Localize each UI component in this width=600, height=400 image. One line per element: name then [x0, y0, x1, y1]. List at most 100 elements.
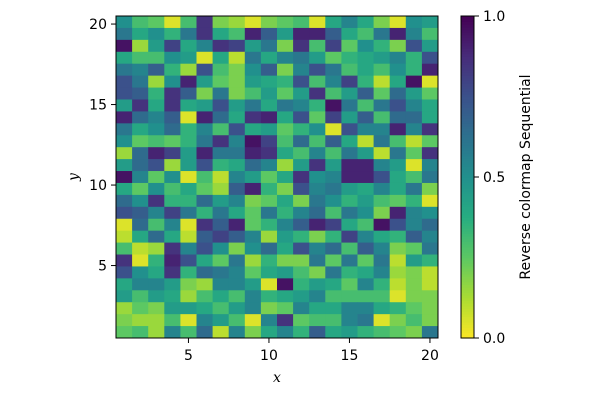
heatmap-cell	[244, 194, 262, 208]
heatmap-cell	[148, 16, 165, 29]
heatmap-cell	[180, 135, 197, 148]
heatmap-cell	[148, 63, 165, 77]
heatmap-cell	[212, 326, 230, 339]
heatmap-cell	[180, 16, 197, 29]
heatmap-cell	[196, 51, 214, 65]
heatmap-cell	[148, 230, 165, 244]
heatmap-cell	[132, 39, 149, 53]
heatmap-cell	[293, 27, 310, 41]
colorbar-segment	[461, 75, 474, 79]
heatmap-cell	[148, 51, 165, 65]
colorbar-segment	[461, 313, 474, 318]
heatmap-cell	[132, 159, 149, 172]
heatmap-cell	[357, 51, 375, 65]
heatmap-cell	[164, 182, 181, 196]
heatmap-cell	[116, 159, 133, 172]
heatmap-cell	[373, 27, 391, 41]
heatmap-cell	[132, 242, 149, 256]
heatmap-cell	[228, 135, 246, 148]
heatmap-cell	[244, 159, 262, 172]
heatmap-cell	[277, 254, 294, 267]
heatmap-cell	[228, 16, 246, 29]
heatmap-cell	[116, 290, 133, 303]
heatmap-cell	[180, 302, 197, 315]
heatmap-cell	[212, 290, 230, 303]
heatmap-cell	[132, 182, 149, 196]
heatmap-cell	[277, 75, 294, 89]
heatmap-cell	[325, 75, 342, 89]
heatmap-cell	[421, 182, 439, 196]
heatmap-cell	[277, 182, 294, 196]
heatmap-cell	[309, 147, 326, 160]
heatmap-cell	[244, 99, 262, 112]
heatmap-cell	[293, 242, 310, 256]
heatmap-cell	[132, 230, 149, 244]
heatmap-cell	[405, 159, 423, 172]
heatmap-cell	[148, 135, 165, 148]
heatmap-cell	[180, 290, 197, 303]
heatmap-cell	[196, 111, 214, 124]
colorbar-segment	[461, 58, 474, 63]
heatmap-cell	[116, 123, 133, 136]
heatmap-cell	[277, 194, 294, 208]
colorbar-segment	[461, 319, 474, 323]
heatmap-cell	[260, 290, 278, 303]
heatmap-cell	[341, 242, 358, 256]
heatmap-cell	[244, 314, 262, 327]
heatmap-cell	[309, 266, 326, 279]
heatmap-cell	[405, 75, 423, 89]
colorbar-segment	[461, 128, 474, 132]
heatmap-cell	[196, 99, 214, 112]
heatmap-cell	[164, 266, 181, 279]
heatmap-cell	[260, 75, 278, 89]
heatmap-cell	[228, 63, 246, 77]
heatmap-cell	[148, 171, 165, 184]
heatmap-cell	[196, 75, 214, 89]
heatmap-cell	[116, 242, 133, 256]
heatmap-cell	[373, 63, 391, 77]
heatmap-cell	[325, 218, 342, 232]
heatmap-cell	[405, 63, 423, 77]
heatmap-cell	[212, 302, 230, 315]
x-tick-label: 20	[421, 348, 439, 364]
heatmap-cell	[148, 314, 165, 327]
heatmap-cell	[325, 314, 342, 327]
colorbar-segment	[461, 211, 474, 216]
heatmap-cell	[196, 254, 214, 267]
colorbar-segment	[461, 21, 474, 25]
heatmap-cell	[293, 218, 310, 232]
heatmap-cell	[341, 147, 358, 160]
heatmap-cell	[116, 99, 133, 112]
heatmap-cell	[373, 123, 391, 136]
colorbar-segment	[461, 185, 474, 189]
heatmap-cell	[116, 63, 133, 77]
heatmap-cell	[357, 171, 375, 184]
heatmap-cell	[325, 230, 342, 244]
heatmap-cell	[164, 302, 181, 315]
colorbar-segment	[461, 66, 474, 71]
colorbar-segment	[461, 142, 474, 146]
heatmap-cell	[116, 326, 133, 339]
heatmap-cell	[357, 147, 375, 160]
heatmap-cell	[116, 171, 133, 184]
colorbar-segment	[461, 249, 474, 253]
heatmap-cell	[389, 51, 407, 65]
heatmap-cell	[196, 314, 214, 327]
heatmap-cell	[148, 194, 165, 208]
heatmap-cell	[357, 242, 375, 256]
heatmap-cell	[325, 27, 342, 41]
heatmap-cell	[389, 206, 407, 220]
heatmap-cell	[132, 75, 149, 89]
heatmap-cell	[373, 194, 391, 208]
heatmap-cell	[357, 16, 375, 29]
heatmap-cell	[228, 290, 246, 303]
heatmap-cell	[164, 39, 181, 53]
heatmap-cell	[389, 87, 407, 100]
heatmap-cell	[309, 159, 326, 172]
colorbar-segment	[461, 254, 474, 259]
heatmap-cell	[132, 123, 149, 136]
heatmap-cell	[164, 171, 181, 184]
heatmap-cell	[164, 218, 181, 232]
heatmap-cell	[357, 230, 375, 244]
colorbar-segment	[461, 190, 474, 194]
